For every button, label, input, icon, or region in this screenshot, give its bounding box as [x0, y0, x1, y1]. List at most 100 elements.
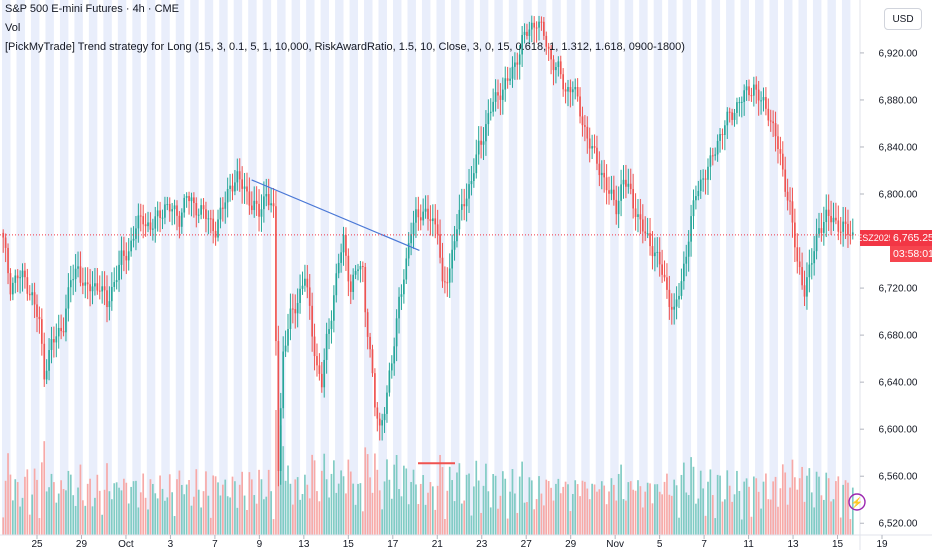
volume-bar: [458, 463, 461, 535]
candle: [142, 204, 145, 239]
volume-indicator-label[interactable]: Vol: [5, 22, 21, 34]
candle: [851, 218, 854, 240]
strategy-indicator-label[interactable]: [PickMyTrade] Trend strategy for Long (1…: [5, 41, 685, 53]
volume-bar: [79, 464, 82, 535]
candle: [680, 268, 683, 300]
candle: [748, 79, 750, 102]
candle: [263, 181, 265, 223]
volume-bar: [84, 505, 87, 535]
candle: [108, 286, 111, 321]
volume-bar: [142, 473, 145, 535]
candle: [798, 247, 801, 275]
candle: [275, 190, 277, 356]
candle: [96, 267, 99, 295]
volume-bar: [791, 459, 794, 535]
candle: [514, 52, 516, 80]
session-band: [2, 0, 11, 535]
volume-bar: [781, 464, 784, 535]
volume-bar: [16, 482, 19, 535]
volume-bar: [750, 516, 753, 535]
candle: [750, 87, 753, 102]
volume-bar: [106, 463, 108, 535]
candle: [506, 66, 509, 89]
volume-bar: [342, 476, 345, 535]
candle: [755, 76, 758, 104]
candle: [277, 325, 280, 487]
candle: [806, 262, 808, 310]
candle: [161, 209, 164, 230]
volume-bar: [65, 490, 67, 535]
time-tick-label: 19: [876, 539, 888, 550]
volume-bar: [444, 518, 446, 535]
volume-bar: [36, 479, 38, 535]
candle: [207, 210, 210, 235]
candle: [241, 166, 243, 204]
volume-bar: [506, 518, 509, 535]
candle: [304, 264, 306, 292]
candle: [62, 317, 65, 337]
bar-countdown: 03:58:01: [890, 246, 932, 262]
candle: [28, 285, 31, 301]
candle: [545, 31, 548, 55]
candle: [79, 251, 82, 287]
candle: [135, 215, 137, 251]
volume-bar: [311, 454, 313, 535]
volume-bar: [637, 480, 639, 535]
volume-bar: [813, 507, 816, 535]
price-axis[interactable]: 6,520.00 6,560.00 6,600.00 6,640.00 6,680.00…: [859, 0, 918, 550]
session-band: [175, 0, 185, 535]
volume-bar: [347, 459, 350, 535]
candle: [431, 204, 434, 237]
time-axis[interactable]: 25 29 Oct 3 7 9 13 15 17 21 23 27 29 Nov 5 7 11 13 15 19: [0, 534, 932, 550]
volume-bar: [195, 469, 198, 535]
session-band: [204, 0, 214, 535]
candle: [489, 98, 492, 121]
volume-bar: [12, 500, 14, 535]
candle: [147, 211, 149, 233]
symbol-title[interactable]: S&P 500 E-mini Futures · 4h · CME: [5, 3, 180, 15]
volume-bar: [212, 475, 215, 535]
candle: [325, 322, 328, 374]
currency-button[interactable]: USD: [884, 8, 922, 30]
candle: [400, 284, 403, 310]
candle: [731, 108, 733, 126]
volume-bar: [178, 470, 181, 535]
volume-bar: [581, 480, 584, 535]
volume-bar: [724, 499, 726, 535]
trend-line[interactable]: [251, 179, 420, 252]
volume-bar: [844, 480, 847, 535]
volume-bar: [830, 501, 832, 535]
candle: [214, 221, 217, 246]
candle: [810, 248, 813, 280]
candle: [820, 212, 823, 242]
session-band: [59, 0, 69, 535]
volume-bar: [14, 479, 17, 535]
candle: [460, 188, 463, 221]
candle: [625, 164, 627, 199]
candle: [538, 15, 540, 41]
volume-bar: [654, 484, 656, 535]
session-band: [306, 0, 315, 535]
candle: [156, 201, 159, 232]
candle: [284, 330, 287, 358]
volume-bar: [687, 495, 690, 535]
volume-bar: [842, 484, 844, 535]
volume-bar: [613, 484, 615, 535]
candle: [77, 251, 79, 278]
candle: [663, 260, 666, 282]
candle: [605, 164, 608, 205]
time-tick-label: 7: [212, 539, 218, 550]
candle: [774, 111, 777, 152]
candle: [376, 402, 379, 432]
volume-bar: [547, 481, 550, 535]
candle: [318, 353, 321, 381]
volume-bar: [253, 495, 256, 535]
session-band: [465, 0, 474, 535]
volume-bar: [492, 474, 495, 535]
price-tick-label: 6,880.00: [879, 95, 918, 106]
candle: [38, 306, 41, 334]
session-band: [552, 0, 561, 535]
volume-bar: [707, 481, 709, 535]
volume-bar: [851, 487, 854, 535]
